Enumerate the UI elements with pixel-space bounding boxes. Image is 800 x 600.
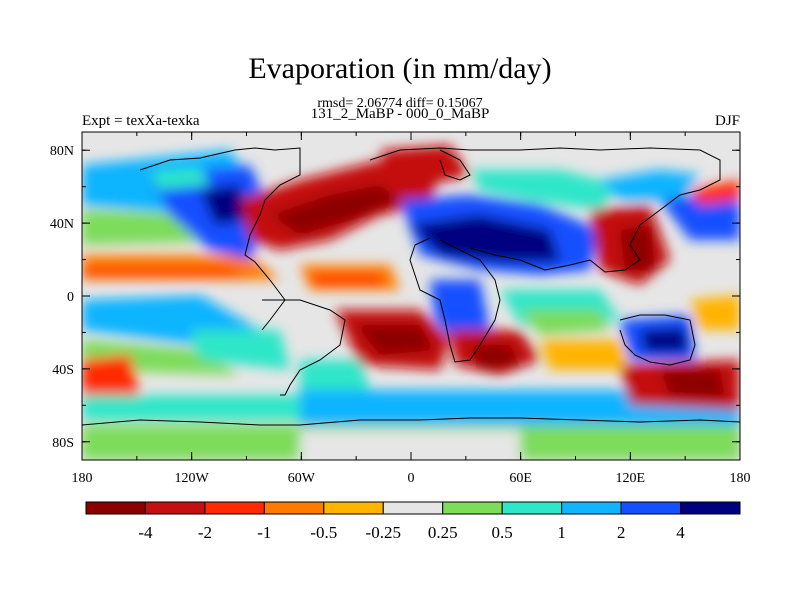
evaporation-field xyxy=(82,132,740,460)
colorbar-swatch xyxy=(323,501,384,515)
colorbar-label: 0.5 xyxy=(492,523,513,542)
lon-tick-label: 0 xyxy=(408,471,415,486)
colorbar-swatch xyxy=(561,501,622,515)
lon-tick-label: 180 xyxy=(730,471,751,486)
colorbar-swatch xyxy=(620,501,682,515)
lat-tick-label: 80S xyxy=(52,436,74,451)
lat-tick-label: 80N xyxy=(50,144,74,159)
colorbar-label: -0.25 xyxy=(366,523,401,542)
axis-ticks xyxy=(81,132,741,460)
colorbar-label: -4 xyxy=(138,523,153,542)
colorbar-swatch xyxy=(680,501,741,515)
axis-tick-labels: 180 120W 60W 0 60E 120E 180 80N 40N 0 40S 80S xyxy=(50,144,751,486)
colorbar-label: -2 xyxy=(198,523,212,542)
colorbar-label: 1 xyxy=(557,523,566,542)
colorbar-swatch xyxy=(85,501,146,515)
lon-tick-label: 60W xyxy=(288,471,316,486)
lat-tick-label: 0 xyxy=(67,290,74,305)
rmsd-stats: rmsd= 2.06774 diff= 0.15067 xyxy=(317,96,483,111)
colorbar-label: 0.25 xyxy=(428,523,458,542)
coastline-outline xyxy=(82,147,740,426)
colorbar-swatch xyxy=(263,501,325,515)
lon-tick-label: 120E xyxy=(616,471,646,486)
season-label: DJF xyxy=(714,113,740,129)
colorbar-swatch xyxy=(204,501,265,515)
lat-tick-label: 40S xyxy=(52,363,74,378)
lon-tick-label: 180 xyxy=(72,471,93,486)
colorbar-label: 4 xyxy=(676,523,685,542)
page-title: Evaporation (in mm/day) xyxy=(248,52,552,85)
expt-label: Expt = texXa-texka xyxy=(82,113,200,129)
lon-tick-label: 60E xyxy=(509,471,532,486)
colorbar-label: -0.5 xyxy=(310,523,337,542)
colorbar-label: -1 xyxy=(257,523,271,542)
colorbar-label: 2 xyxy=(617,523,626,542)
colorbar-swatch xyxy=(501,501,563,515)
lon-tick-label: 120W xyxy=(175,471,210,486)
colorbar-swatch xyxy=(382,501,444,515)
lat-tick-label: 40N xyxy=(50,217,74,232)
colorbar-swatch xyxy=(144,501,206,515)
experiment-subtitle: 131_2_MaBP - 000_0_MaBP xyxy=(310,106,490,122)
colorbar: -4 -2 -1 -0.5 -0.25 0.25 0.5 1 2 4 xyxy=(85,501,741,542)
colorbar-swatch xyxy=(442,501,503,515)
